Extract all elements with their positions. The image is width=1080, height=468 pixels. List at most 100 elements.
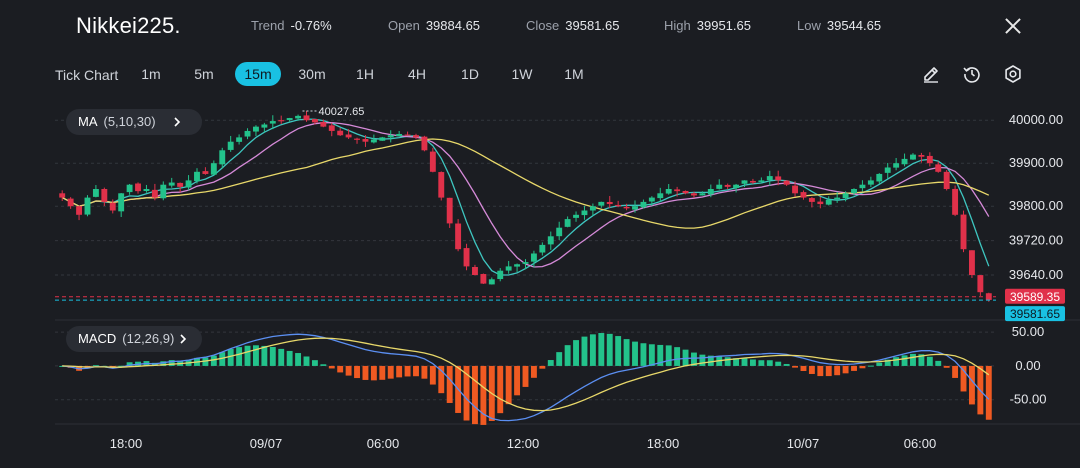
macd-lines <box>62 333 990 422</box>
ma-label: MA <box>78 114 98 129</box>
timeframe-5m[interactable]: 5m <box>194 66 214 82</box>
candle-body <box>935 164 942 172</box>
last-price-tag <box>1005 306 1065 322</box>
macd-histogram-bar <box>345 365 352 376</box>
macd-histogram-bar <box>606 333 613 366</box>
candle-body <box>691 193 697 196</box>
macd-histogram-bar <box>851 365 857 371</box>
close-icon[interactable] <box>1002 15 1024 37</box>
macd-histogram-bar <box>581 336 588 366</box>
macd-histogram-bar <box>109 365 116 369</box>
candle-body <box>775 176 782 181</box>
macd-histogram-bar <box>733 358 740 366</box>
candle-body <box>269 121 276 124</box>
macd-line <box>62 333 990 422</box>
candle-body <box>825 199 832 205</box>
macd-histogram-bar <box>716 355 723 366</box>
trend-value: -0.76% <box>290 18 332 33</box>
macd-histogram-bar <box>926 356 933 366</box>
macd-histogram-bar <box>160 361 167 366</box>
macd-histogram-bar <box>589 334 596 366</box>
macd-indicator-pill[interactable]: MACD (12,26,9) <box>66 326 202 352</box>
macd-histogram-bar <box>884 359 891 366</box>
candle-body <box>977 275 984 293</box>
timeframe-1d[interactable]: 1D <box>461 66 479 82</box>
candle-body <box>387 135 394 138</box>
symbol-title: Nikkei225. <box>76 13 181 38</box>
candle-body <box>480 274 487 284</box>
macd-histogram-bar <box>867 365 874 367</box>
ma10-line <box>61 122 990 268</box>
macd-histogram-bar <box>648 344 655 366</box>
ma30-line <box>61 138 990 229</box>
candle-body <box>632 206 638 210</box>
candle-body <box>84 197 91 215</box>
tick-chart-button[interactable]: Tick Chart <box>55 67 119 83</box>
timeframe-30m[interactable]: 30m <box>298 66 326 82</box>
candle-body <box>109 202 116 211</box>
candle-body <box>556 227 563 237</box>
candle-body <box>589 206 596 211</box>
timeframe-1h[interactable]: 1H <box>356 66 374 82</box>
candle-body <box>749 180 756 183</box>
macd-histogram-bar <box>295 353 302 366</box>
macd-histogram-bar <box>92 365 99 367</box>
macd-histogram-bar <box>564 345 571 366</box>
ma-indicator-pill[interactable]: MA (5,10,30) <box>66 109 202 135</box>
macd-histogram-bar <box>84 365 91 369</box>
candle-body <box>901 158 908 165</box>
candle-body <box>674 189 681 192</box>
candle-body <box>236 137 243 142</box>
candle-body <box>311 119 318 123</box>
candle-body <box>985 293 992 300</box>
macd-histogram-bar <box>118 365 125 367</box>
chevron-right-icon <box>174 117 181 127</box>
macd-params: (12,26,9) <box>122 331 175 346</box>
macd-histogram-bar <box>968 365 975 405</box>
candle-body <box>118 193 125 212</box>
candle-body <box>370 139 377 143</box>
macd-histogram-bar <box>640 343 647 366</box>
timeframe-4h[interactable]: 4H <box>408 66 426 82</box>
timeframe-1w[interactable]: 1W <box>511 66 533 82</box>
timeframe-15m[interactable]: 15m <box>235 62 281 86</box>
pencil-icon[interactable] <box>921 64 941 84</box>
macd-histogram-bar <box>143 361 150 366</box>
candle-body <box>581 210 588 216</box>
candle-body <box>244 130 251 137</box>
candlestick-series <box>59 110 992 302</box>
candle-body <box>716 184 723 189</box>
axis-labels: 40027.65 39589.35 39581.65 40000.00 39900.00… <box>55 106 1065 451</box>
ma-params: (5,10,30) <box>103 114 156 129</box>
candle-body <box>177 182 184 187</box>
macd-histogram-bar <box>901 355 908 366</box>
last-price-label: 39581.65 <box>1010 307 1060 321</box>
candle-body <box>665 189 672 194</box>
macd-histogram-bar <box>514 365 521 396</box>
macd-tick-label: 0.00 <box>1015 358 1040 373</box>
candle-body <box>455 223 462 250</box>
macd-histogram-bar <box>455 365 462 413</box>
price-tick-label: 39800.00 <box>1009 198 1063 213</box>
candle-body <box>876 173 883 182</box>
macd-histogram-bar <box>488 365 495 421</box>
high-value: 39951.65 <box>696 18 751 33</box>
high-label: High <box>664 18 691 33</box>
ref-price-label: 39589.35 <box>1010 290 1060 304</box>
macd-histogram-bar <box>775 361 782 366</box>
timeframe-1mo[interactable]: 1M <box>564 66 584 82</box>
macd-histogram-bar <box>834 365 841 376</box>
candle-body <box>842 193 849 199</box>
ma5-line <box>61 118 990 276</box>
macd-histogram-bar <box>472 365 478 425</box>
time-tick-label: 06:00 <box>904 436 937 451</box>
price-tick-label: 39640.00 <box>1009 267 1063 282</box>
candle-body <box>438 172 445 198</box>
settings-icon[interactable] <box>1003 64 1023 84</box>
clock-reset-icon[interactable] <box>962 64 982 84</box>
macd-histogram-bar <box>674 347 681 366</box>
macd-histogram-bar <box>556 352 563 366</box>
time-tick-label: 18:00 <box>647 436 680 451</box>
timeframe-1m[interactable]: 1m <box>141 66 161 82</box>
macd-histogram-bar <box>691 352 697 366</box>
